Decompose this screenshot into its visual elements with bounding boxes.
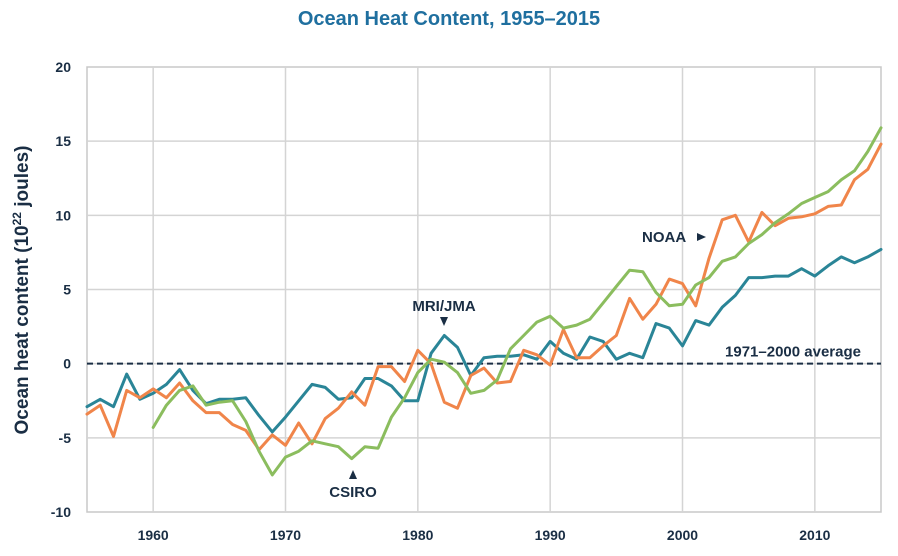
gridlines <box>87 67 881 512</box>
annotations: MRI/JMA CSIRO NOAA <box>329 229 706 501</box>
series-line-csiro <box>151 126 883 477</box>
annotation-noaa: NOAA <box>642 229 686 246</box>
y-axis-ticks: -10 -5 0 5 10 15 20 <box>51 59 71 520</box>
y-tick-label: 20 <box>55 59 71 75</box>
annotation-noaa-arrow <box>697 233 706 241</box>
x-tick-label: 2000 <box>667 527 698 543</box>
reference-line-label: 1971–2000 average <box>725 344 861 361</box>
x-tick-label: 1970 <box>270 527 301 543</box>
y-tick-label: 5 <box>63 282 71 298</box>
annotation-csiro: CSIRO <box>329 484 377 501</box>
annotation-mri-jma: MRI/JMA <box>412 298 476 315</box>
annotation-mri-arrow <box>440 317 448 326</box>
y-tick-label: 0 <box>63 356 71 372</box>
x-tick-label: 2010 <box>799 527 830 543</box>
y-axis-label: Ocean heat content (1022 joules) <box>10 146 33 435</box>
annotation-csiro-arrow <box>349 470 357 479</box>
x-tick-label: 1990 <box>535 527 566 543</box>
series-group <box>85 126 883 477</box>
reference-line-group: 1971–2000 average <box>87 344 881 365</box>
y-tick-label: 15 <box>55 133 71 149</box>
x-tick-label: 1960 <box>138 527 169 543</box>
chart-title: Ocean Heat Content, 1955–2015 <box>297 8 601 30</box>
y-tick-label: -10 <box>51 504 71 520</box>
y-tick-label: -5 <box>59 430 72 446</box>
y-tick-label: 10 <box>55 207 71 223</box>
x-axis-ticks: 1960 1970 1980 1990 2000 2010 <box>138 527 831 543</box>
series-line-mri-jma <box>85 247 883 434</box>
x-tick-label: 1980 <box>402 527 433 543</box>
